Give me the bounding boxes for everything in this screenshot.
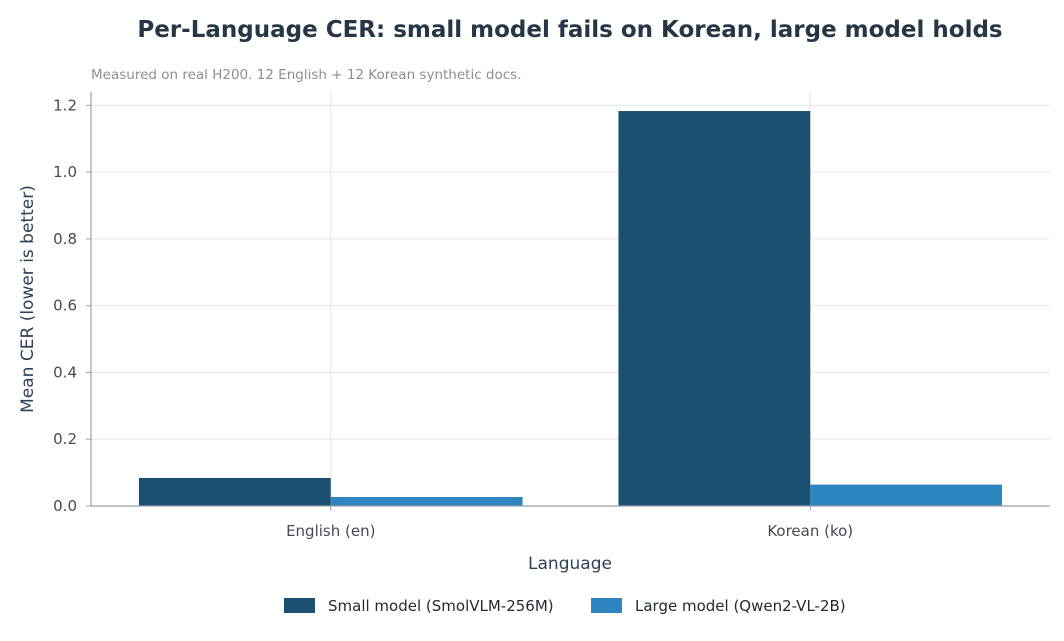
x-tick-label: Korean (ko) bbox=[767, 522, 853, 540]
bar-small-ko bbox=[618, 111, 811, 507]
legend: Small model (SmolVLM-256M) Large model (Q… bbox=[284, 597, 846, 615]
chart-subtitle: Measured on real H200. 12 English + 12 K… bbox=[91, 67, 521, 83]
x-axis-label: Language bbox=[528, 554, 612, 574]
legend-label: Small model (SmolVLM-256M) bbox=[328, 597, 554, 615]
y-tick-label: 0.4 bbox=[53, 363, 77, 381]
y-tick-label: 1.2 bbox=[53, 96, 77, 114]
y-tick-label: 0.0 bbox=[53, 497, 77, 515]
y-tick-label: 1.0 bbox=[53, 163, 77, 181]
y-tick-label: 0.6 bbox=[53, 297, 77, 315]
y-axis-label: Mean CER (lower is better) bbox=[18, 185, 38, 413]
bar-small-en bbox=[138, 477, 331, 506]
legend-swatch bbox=[591, 598, 622, 613]
y-tick-label: 0.8 bbox=[53, 230, 77, 248]
chart-title: Per-Language CER: small model fails on K… bbox=[137, 17, 1002, 43]
grid-layer bbox=[91, 92, 1050, 506]
legend-label: Large model (Qwen2-VL-2B) bbox=[635, 597, 846, 615]
y-tick-labels: 0.0 0.2 0.4 0.6 0.8 1.0 1.2 bbox=[53, 96, 77, 515]
legend-swatch bbox=[284, 598, 315, 613]
x-tick-labels: English (en) Korean (ko) bbox=[286, 522, 853, 540]
bar-large-en bbox=[330, 496, 523, 506]
y-tick-label: 0.2 bbox=[53, 430, 77, 448]
x-tick-label: English (en) bbox=[286, 522, 375, 540]
bars-layer bbox=[138, 111, 1003, 507]
axes-layer bbox=[86, 92, 1050, 511]
bar-large-ko bbox=[810, 484, 1003, 506]
